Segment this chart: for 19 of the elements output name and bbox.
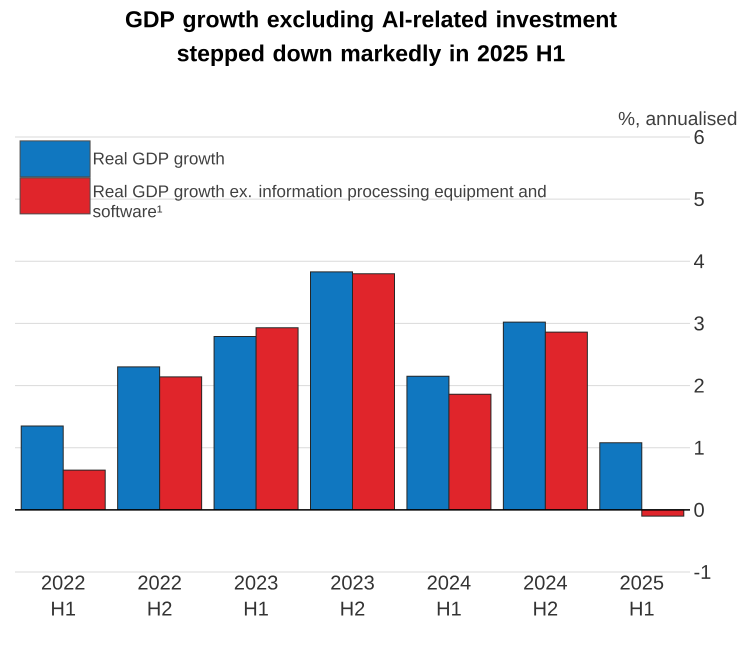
x-tick-label: 2023 H1 — [234, 576, 278, 616]
y-tick-label: 2 — [694, 378, 704, 393]
y-tick-label: 4 — [694, 254, 704, 268]
y-tick-label: 6 — [694, 130, 704, 144]
y-tick-label: 1 — [695, 440, 704, 455]
legend-label: Real GDP growth — [94, 152, 224, 168]
x-tick-label: 2023 H2 — [331, 576, 374, 616]
x-tick-label: 2025 H1 — [620, 576, 664, 616]
y-tick-label: 3 — [694, 316, 704, 331]
y-tick-label: 5 — [694, 192, 704, 206]
x-tick-label: 2022 H1 — [42, 576, 84, 616]
y-tick-label: 0 — [694, 502, 704, 517]
x-tick-label: 2024 H1 — [428, 576, 471, 616]
x-tick-label: 2024 H2 — [524, 576, 568, 616]
y-tick-label: -1 — [694, 565, 710, 579]
x-tick-label: 2022 H2 — [138, 576, 181, 616]
chart-title: GDP growth excluding AI-related investment stepped down markedly in 2025 H1 — [126, 10, 617, 66]
legend-label: Real GDP growth ex. information processing equipment and software¹ — [93, 184, 546, 218]
y-axis-title: %, annualised — [618, 111, 736, 128]
